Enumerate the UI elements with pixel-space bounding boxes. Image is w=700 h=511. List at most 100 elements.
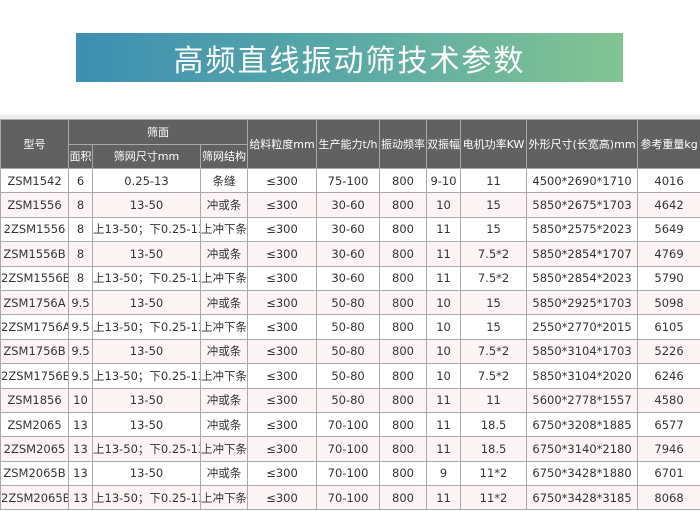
- title-banner: 高频直线振动筛技术参数: [76, 33, 623, 82]
- table-cell: 条缝: [199, 167, 249, 194]
- table-cell: ≤300: [247, 363, 318, 389]
- table-cell: 13-50: [92, 411, 201, 438]
- header-mesh-structure: 筛网结构: [199, 143, 249, 169]
- table-row: 2ZSM1556 8 上13-50；下0.25-13 上冲下条 ≤300 30-60 800…: [0, 216, 700, 243]
- table-cell: 10: [426, 192, 462, 218]
- table-cell: 11: [426, 436, 462, 462]
- table-cell: 2ZSM1756A: [0, 314, 69, 340]
- table-cell: ≤300: [247, 216, 318, 243]
- table-cell: 11: [426, 241, 462, 267]
- table-cell: 11: [426, 387, 462, 413]
- table-cell: ZSM1556: [0, 192, 69, 218]
- table-cell: 5850*2854*2023: [526, 265, 639, 291]
- table-cell: 9-10: [426, 167, 462, 194]
- table-cell: 70-100: [316, 436, 381, 462]
- table-cell: 9: [426, 460, 462, 487]
- table-cell: 10: [426, 338, 462, 365]
- table-cell: ZSM1856: [0, 387, 69, 413]
- table-cell: 800: [379, 289, 428, 316]
- table-row: ZSM1756B 9.5 13-50 冲或条 ≤300 50-80 800 10 7.5*2 58…: [0, 338, 700, 365]
- table-cell: 上13-50；下0.25-13: [92, 485, 201, 511]
- table-cell: 70-100: [316, 460, 381, 487]
- table-cell: 上13-50；下0.25-13: [92, 314, 201, 340]
- table-cell: 6750*3208*1885: [526, 411, 639, 438]
- table-row: ZSM1756A 9.5 13-50 冲或条 ≤300 50-80 800 10 15 5850*…: [0, 289, 700, 316]
- table-cell: ≤300: [247, 460, 318, 487]
- table-cell: 9.5: [68, 363, 93, 389]
- table-cell: 4642: [637, 192, 700, 218]
- table-cell: ZSM1756B: [0, 338, 69, 365]
- table-cell: 13-50: [92, 289, 201, 316]
- table-cell: 7.5*2: [460, 265, 528, 291]
- table-row: ZSM1542 6 0.25-13 条缝 ≤300 75-100 800 9-10 11 4500…: [0, 167, 700, 194]
- divider: [0, 115, 700, 119]
- table-cell: 5226: [637, 338, 700, 365]
- table-row: ZSM2065B 13 13-50 冲或条 ≤300 70-100 800 9 11*2 6750…: [0, 460, 700, 487]
- table-cell: 冲或条: [199, 241, 249, 267]
- table-row: ZSM1556 8 13-50 冲或条 ≤300 30-60 800 10 15 5850*267…: [0, 192, 700, 218]
- header-model: 型号: [0, 119, 69, 169]
- table-cell: 6105: [637, 314, 700, 340]
- header-weight: 参考重量kg: [637, 119, 700, 169]
- table-cell: 50-80: [316, 289, 381, 316]
- table-row: ZSM1556B 8 13-50 冲或条 ≤300 30-60 800 11 7.5*2 5850…: [0, 241, 700, 267]
- table-cell: 上冲下条: [199, 216, 249, 243]
- table-cell: 50-80: [316, 363, 381, 389]
- table-cell: 13-50: [92, 460, 201, 487]
- table-cell: 15: [460, 192, 528, 218]
- table-cell: 冲或条: [199, 338, 249, 365]
- table-cell: 8: [68, 241, 93, 267]
- table-cell: ZSM2065: [0, 411, 69, 438]
- table-cell: 2550*2770*2015: [526, 314, 639, 340]
- table-cell: 上冲下条: [199, 363, 249, 389]
- table-cell: 30-60: [316, 265, 381, 291]
- table-cell: 15: [460, 216, 528, 243]
- table-cell: 6577: [637, 411, 700, 438]
- table-cell: 上13-50；下0.25-13: [92, 363, 201, 389]
- table-cell: ZSM1756A: [0, 289, 69, 316]
- table-row: 2ZSM1756A 9.5 上13-50；下0.25-13 上冲下条 ≤300 50-80…: [0, 314, 700, 340]
- table-cell: 5649: [637, 216, 700, 243]
- table-cell: 2ZSM1556: [0, 216, 69, 243]
- table-cell: ≤300: [247, 436, 318, 462]
- table-cell: 30-60: [316, 241, 381, 267]
- table-cell: 70-100: [316, 411, 381, 438]
- spec-table: 型号 筛面 给料粒度mm 生产能力t/h 振动频率 双振幅 电机功率KW 外形尺…: [0, 119, 700, 511]
- table-cell: 10: [68, 387, 93, 413]
- table-cell: 2ZSM1556B: [0, 265, 69, 291]
- table-cell: 30-60: [316, 216, 381, 243]
- table-cell: 8: [68, 265, 93, 291]
- table-row: 2ZSM2065B 13 上13-50；下0.25-13 上冲下条 ≤300 70-100…: [0, 485, 700, 511]
- table-cell: 5790: [637, 265, 700, 291]
- table-cell: 800: [379, 241, 428, 267]
- table-cell: ≤300: [247, 265, 318, 291]
- header-mesh-size: 筛网尺寸mm: [92, 143, 201, 169]
- table-cell: 上冲下条: [199, 485, 249, 511]
- header-frequency: 振动频率: [379, 119, 428, 169]
- table-cell: 70-100: [316, 485, 381, 511]
- table-cell: 上冲下条: [199, 436, 249, 462]
- table-cell: 800: [379, 411, 428, 438]
- table-cell: 5850*3104*1703: [526, 338, 639, 365]
- table-cell: 上冲下条: [199, 265, 249, 291]
- table-cell: 冲或条: [199, 192, 249, 218]
- table-cell: 800: [379, 460, 428, 487]
- table-cell: 6: [68, 167, 93, 194]
- table-cell: 8: [68, 216, 93, 243]
- table-cell: 上13-50；下0.25-13: [92, 216, 201, 243]
- table-cell: 8: [68, 192, 93, 218]
- table-cell: 15: [460, 314, 528, 340]
- table-cell: 800: [379, 485, 428, 511]
- table-cell: 11: [460, 167, 528, 194]
- table-cell: 11: [426, 485, 462, 511]
- table-cell: 5850*2675*1703: [526, 192, 639, 218]
- table-cell: 冲或条: [199, 411, 249, 438]
- table-cell: ≤300: [247, 289, 318, 316]
- table-cell: 11: [426, 216, 462, 243]
- table-cell: 6246: [637, 363, 700, 389]
- table-cell: 4500*2690*1710: [526, 167, 639, 194]
- table-cell: 7.5*2: [460, 241, 528, 267]
- table-cell: 800: [379, 363, 428, 389]
- table-cell: 10: [426, 289, 462, 316]
- table-cell: 2ZSM2065: [0, 436, 69, 462]
